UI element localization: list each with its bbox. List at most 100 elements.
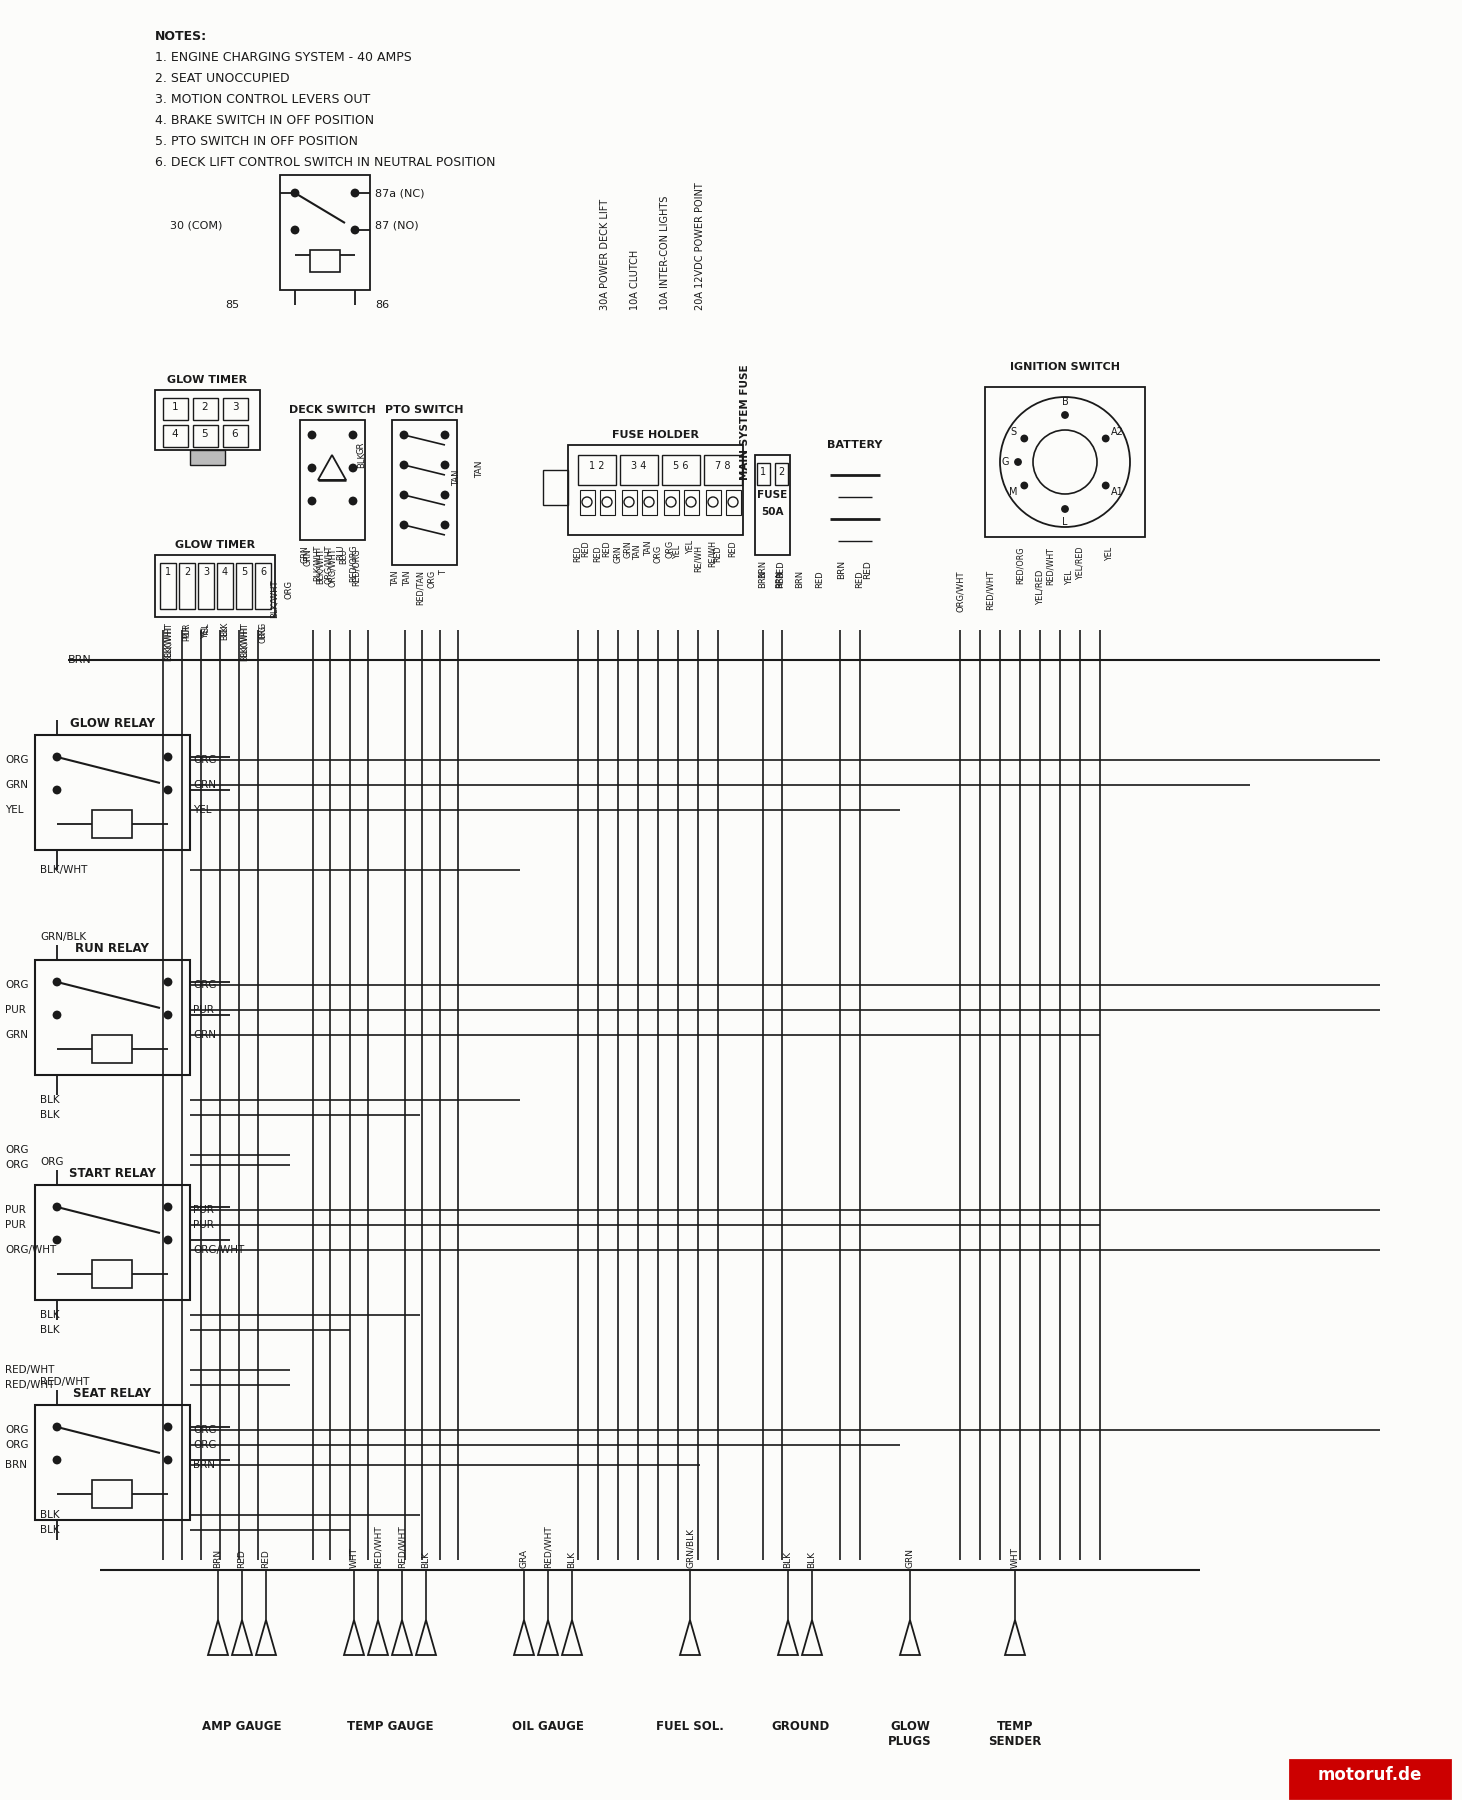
- Circle shape: [54, 787, 60, 794]
- Text: YEL: YEL: [1066, 571, 1075, 585]
- Text: BLK/WHT: BLK/WHT: [164, 623, 173, 657]
- Text: BLK: BLK: [357, 452, 366, 468]
- Text: 87 (NO): 87 (NO): [374, 220, 418, 230]
- Text: GLOW RELAY: GLOW RELAY: [70, 716, 155, 731]
- Bar: [775, 463, 788, 484]
- Circle shape: [291, 227, 298, 234]
- Bar: [35, 1184, 190, 1300]
- Text: RED/WHT: RED/WHT: [4, 1364, 54, 1375]
- Text: ORG/WHT: ORG/WHT: [327, 547, 336, 587]
- Text: TAN: TAN: [645, 540, 654, 556]
- Text: RED/WHT: RED/WHT: [398, 1525, 406, 1568]
- Text: BRN: BRN: [69, 655, 92, 664]
- Text: 3 4: 3 4: [632, 461, 646, 472]
- Text: BRN: BRN: [795, 571, 804, 589]
- Bar: [235, 563, 251, 608]
- Circle shape: [401, 432, 408, 439]
- Text: RED/TAN: RED/TAN: [415, 571, 424, 605]
- Text: BLK/WHT: BLK/WHT: [240, 623, 249, 657]
- Text: FUEL SOL.: FUEL SOL.: [656, 1721, 724, 1733]
- Circle shape: [349, 464, 357, 472]
- Text: RUN RELAY: RUN RELAY: [75, 941, 149, 956]
- Text: GRN: GRN: [4, 1030, 28, 1040]
- Text: BLK: BLK: [221, 623, 230, 637]
- Text: WHT: WHT: [349, 1546, 358, 1568]
- Text: BLK: BLK: [567, 1552, 576, 1568]
- Text: RED/ORG: RED/ORG: [351, 547, 361, 585]
- Text: BLK: BLK: [39, 1111, 60, 1120]
- Text: RE/WH: RE/WH: [693, 545, 703, 572]
- Bar: [684, 490, 699, 515]
- Bar: [224, 425, 249, 446]
- Bar: [162, 425, 189, 446]
- Text: TAN: TAN: [452, 470, 461, 486]
- Text: BLK/WHT: BLK/WHT: [164, 625, 173, 661]
- Bar: [757, 463, 770, 484]
- Text: BRN: BRN: [759, 571, 768, 589]
- Bar: [254, 563, 270, 608]
- Text: DECK SWITCH: DECK SWITCH: [288, 405, 376, 416]
- Text: ORG/WHT: ORG/WHT: [4, 1246, 56, 1255]
- Circle shape: [308, 464, 316, 472]
- Text: ORG: ORG: [193, 1440, 216, 1451]
- Text: 20A 12VDC POWER POINT: 20A 12VDC POWER POINT: [694, 182, 705, 310]
- Text: 4: 4: [222, 567, 228, 578]
- Text: 1. ENGINE CHARGING SYSTEM - 40 AMPS: 1. ENGINE CHARGING SYSTEM - 40 AMPS: [155, 50, 412, 65]
- Bar: [569, 445, 743, 535]
- Text: RED: RED: [237, 1550, 247, 1568]
- Text: GRA: GRA: [519, 1550, 528, 1568]
- Text: YEL: YEL: [202, 623, 211, 635]
- Text: GLOW
PLUGS: GLOW PLUGS: [889, 1721, 931, 1748]
- Text: BLK/WHT: BLK/WHT: [270, 580, 279, 619]
- Circle shape: [351, 189, 358, 196]
- Text: NOTES:: NOTES:: [155, 31, 208, 43]
- Text: BLK: BLK: [421, 1552, 430, 1568]
- Circle shape: [1022, 482, 1028, 488]
- Text: 3: 3: [203, 567, 209, 578]
- Text: GRN: GRN: [614, 545, 623, 563]
- Text: YEL/RED: YEL/RED: [1076, 547, 1085, 580]
- Bar: [542, 470, 569, 506]
- Text: ORG: ORG: [4, 1145, 28, 1156]
- Text: ORG: ORG: [259, 623, 268, 639]
- Circle shape: [54, 1237, 60, 1244]
- Circle shape: [54, 754, 60, 760]
- Text: BLK: BLK: [39, 1525, 60, 1535]
- Text: GRN/BLK: GRN/BLK: [686, 1528, 694, 1568]
- Bar: [216, 563, 232, 608]
- Bar: [35, 1406, 190, 1519]
- Text: ORG: ORG: [427, 571, 437, 589]
- Circle shape: [54, 1456, 60, 1463]
- Text: OIL GAUGE: OIL GAUGE: [512, 1721, 583, 1733]
- Text: MAIN SYSTEM FUSE: MAIN SYSTEM FUSE: [740, 364, 750, 481]
- Bar: [580, 490, 595, 515]
- Text: ORG: ORG: [285, 580, 294, 599]
- Text: ORG: ORG: [4, 1426, 28, 1435]
- Text: 7 8: 7 8: [715, 461, 731, 472]
- Text: BATTERY: BATTERY: [827, 439, 883, 450]
- Text: 5: 5: [241, 567, 247, 578]
- Text: 1: 1: [171, 401, 178, 412]
- Bar: [706, 490, 721, 515]
- Text: GRN: GRN: [301, 545, 310, 563]
- Text: 6. DECK LIFT CONTROL SWITCH IN NEUTRAL POSITION: 6. DECK LIFT CONTROL SWITCH IN NEUTRAL P…: [155, 157, 496, 169]
- Text: RED: RED: [728, 540, 737, 556]
- Text: FUSE: FUSE: [757, 490, 787, 500]
- Text: 1: 1: [165, 567, 171, 578]
- Text: 10A CLUTCH: 10A CLUTCH: [630, 250, 640, 310]
- Text: YEL: YEL: [1105, 547, 1114, 562]
- Text: L: L: [1063, 517, 1067, 527]
- Circle shape: [165, 754, 171, 760]
- Text: BRN: BRN: [775, 571, 785, 589]
- Text: PUR: PUR: [183, 625, 192, 641]
- Text: YEL: YEL: [193, 805, 212, 815]
- Text: RED/WHT: RED/WHT: [985, 571, 994, 610]
- Bar: [92, 1260, 132, 1289]
- Text: GRN: GRN: [4, 779, 28, 790]
- Text: ORG: ORG: [193, 979, 216, 990]
- Text: M: M: [1009, 488, 1018, 497]
- Text: IGNITION SWITCH: IGNITION SWITCH: [1010, 362, 1120, 373]
- Text: RED: RED: [573, 545, 582, 562]
- Text: RED/ORG: RED/ORG: [348, 545, 358, 583]
- Text: YEL: YEL: [4, 805, 23, 815]
